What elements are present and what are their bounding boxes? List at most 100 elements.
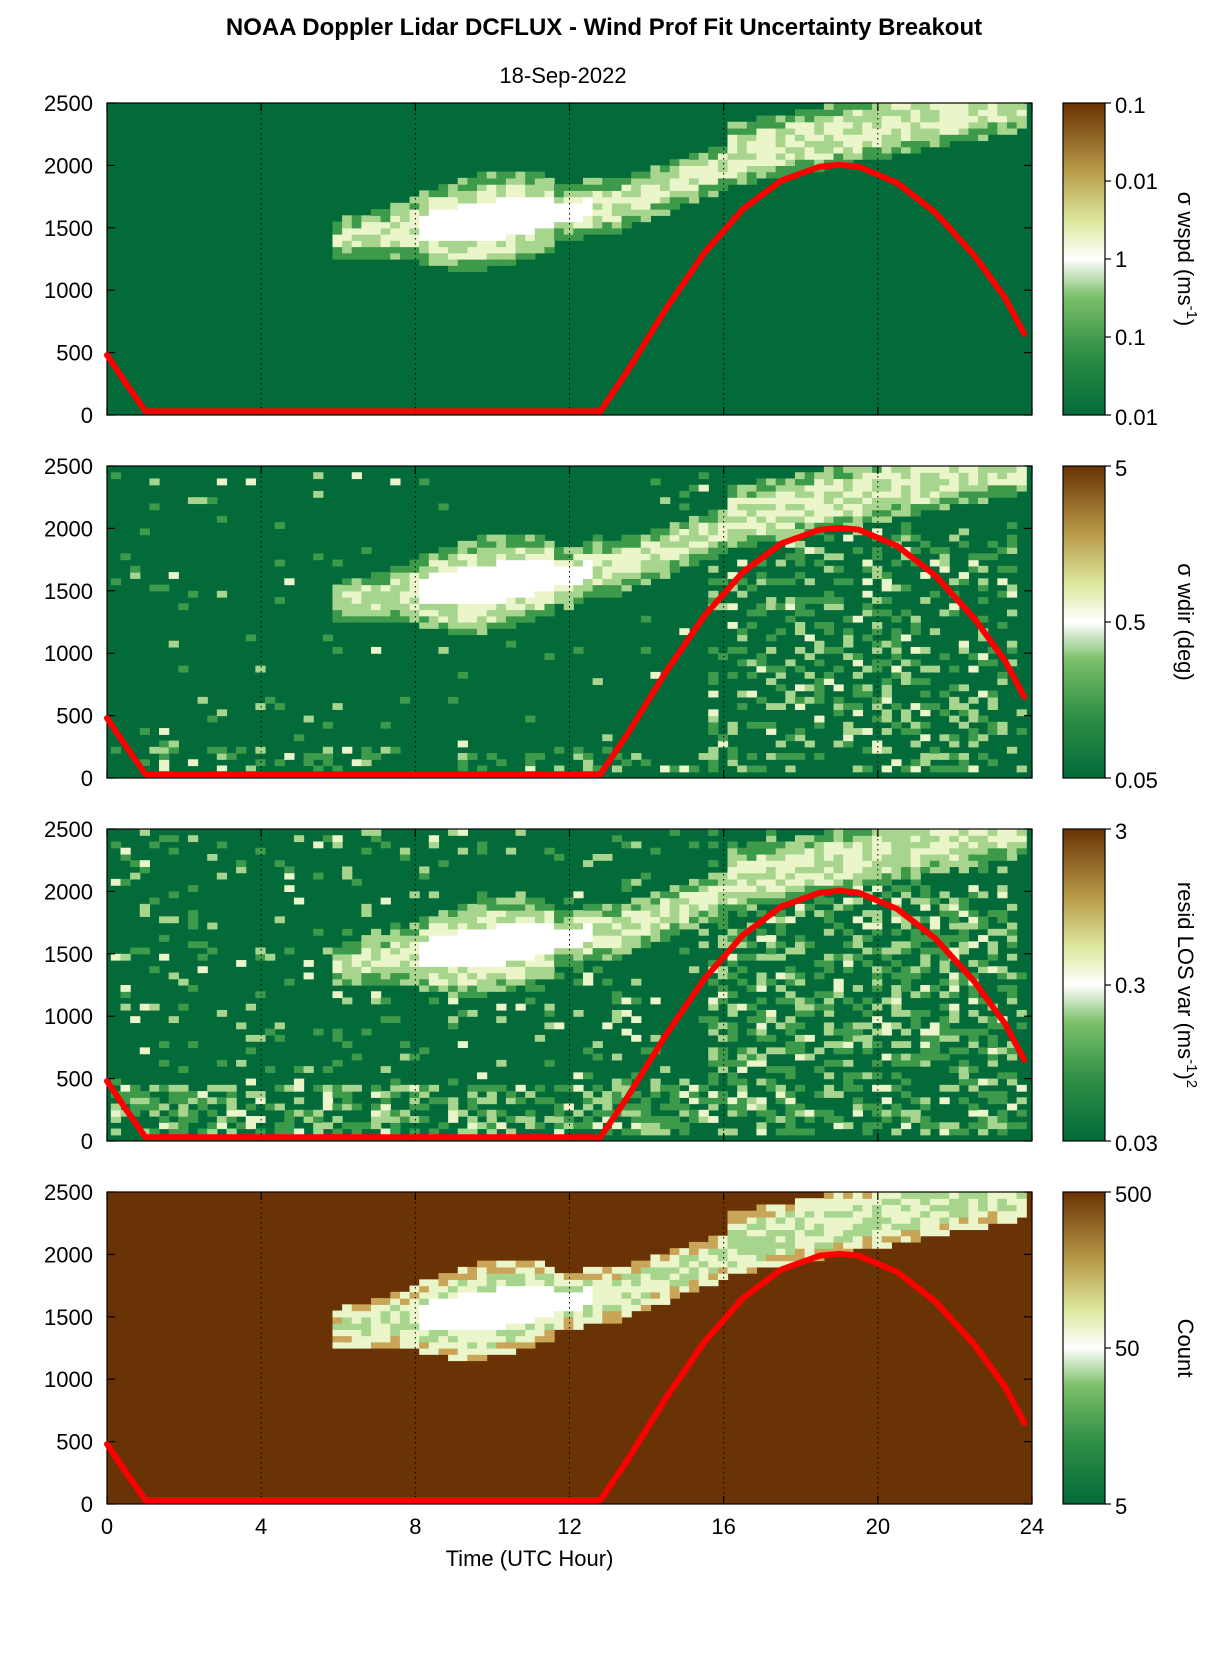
heatmap-cell bbox=[496, 234, 507, 241]
heatmap-cell bbox=[467, 1310, 478, 1318]
heatmap-cell bbox=[110, 878, 122, 886]
heatmap-cell bbox=[775, 866, 786, 874]
heatmap-cell bbox=[650, 1298, 661, 1305]
heatmap-cell bbox=[332, 1329, 343, 1337]
heatmap-cell bbox=[978, 1109, 989, 1117]
heatmap-cell bbox=[428, 584, 440, 592]
heatmap-cell bbox=[621, 202, 632, 210]
heatmap-cell bbox=[852, 1034, 864, 1042]
heatmap-cell bbox=[968, 565, 979, 573]
heatmap-cell bbox=[168, 972, 179, 980]
heatmap-cell bbox=[419, 1316, 430, 1324]
heatmap-cell bbox=[660, 1279, 671, 1287]
heatmap-cell bbox=[958, 866, 970, 874]
heatmap-cell bbox=[187, 590, 199, 598]
heatmap-cell bbox=[409, 891, 420, 899]
heatmap-cell bbox=[477, 190, 488, 198]
heatmap-cell bbox=[168, 1091, 179, 1098]
heatmap-cell bbox=[843, 866, 854, 874]
heatmap-cell bbox=[939, 1192, 950, 1199]
heatmap-cell bbox=[602, 1298, 613, 1305]
heatmap-cell bbox=[737, 891, 748, 899]
heatmap-cell bbox=[486, 1329, 497, 1337]
colorbar-label: Count bbox=[1173, 1319, 1198, 1378]
heatmap-cell bbox=[515, 1341, 526, 1349]
heatmap-cell bbox=[110, 841, 122, 849]
heatmap-cell bbox=[833, 991, 844, 999]
heatmap-cell bbox=[467, 1009, 478, 1017]
heatmap-cell bbox=[872, 1072, 883, 1080]
heatmap-cell bbox=[978, 966, 989, 974]
heatmap-cell bbox=[727, 484, 738, 492]
heatmap-cell bbox=[409, 1053, 420, 1061]
heatmap-cell bbox=[1006, 584, 1018, 592]
heatmap-cell bbox=[775, 671, 786, 679]
heatmap-cell bbox=[621, 1279, 632, 1287]
heatmap-cell bbox=[978, 1078, 989, 1086]
heatmap-cell bbox=[139, 1047, 150, 1055]
heatmap-cell bbox=[785, 1241, 796, 1249]
heatmap-cell bbox=[775, 860, 786, 868]
heatmap-cell bbox=[785, 997, 796, 1005]
heatmap-cell bbox=[313, 1128, 324, 1136]
heatmap-cell bbox=[650, 209, 661, 216]
heatmap-cell bbox=[814, 753, 825, 760]
heatmap-cell bbox=[332, 703, 343, 710]
heatmap-cell bbox=[621, 572, 632, 579]
heatmap-cell bbox=[775, 1229, 786, 1237]
heatmap-cell bbox=[573, 953, 584, 961]
heatmap-cell bbox=[814, 115, 825, 123]
heatmap-cell bbox=[968, 121, 979, 129]
heatmap-cell bbox=[274, 559, 285, 567]
heatmap-cell bbox=[833, 684, 844, 692]
heatmap-cell bbox=[708, 547, 719, 554]
heatmap-cell bbox=[505, 597, 517, 604]
heatmap-cell bbox=[862, 853, 873, 861]
heatmap-cell bbox=[708, 841, 719, 849]
heatmap-cell bbox=[900, 466, 912, 473]
heatmap-cell bbox=[332, 966, 343, 974]
heatmap-cell bbox=[592, 928, 603, 936]
heatmap-cell bbox=[775, 159, 786, 166]
heatmap-cell bbox=[515, 910, 526, 917]
heatmap-cell bbox=[881, 709, 892, 717]
heatmap-cell bbox=[660, 1066, 671, 1073]
heatmap-cell bbox=[756, 522, 767, 529]
heatmap-cell bbox=[505, 1128, 517, 1136]
heatmap-cell bbox=[920, 1097, 931, 1105]
heatmap-cell bbox=[968, 1009, 979, 1017]
heatmap-cell bbox=[380, 1016, 391, 1024]
heatmap-cell bbox=[650, 184, 661, 191]
heatmap-cell bbox=[717, 997, 729, 1005]
heatmap-cell bbox=[794, 509, 806, 517]
heatmap-cell bbox=[708, 190, 719, 198]
heatmap-cell bbox=[785, 615, 796, 623]
heatmap-cell bbox=[900, 1210, 912, 1218]
heatmap-cell bbox=[852, 1084, 864, 1092]
heatmap-cell bbox=[486, 1122, 497, 1130]
heatmap-cell bbox=[592, 578, 603, 586]
heatmap-cell bbox=[823, 841, 835, 849]
heatmap-cell bbox=[582, 1316, 594, 1324]
heatmap-cell bbox=[477, 565, 488, 573]
heatmap-cell bbox=[631, 910, 642, 917]
heatmap-cell bbox=[371, 1084, 382, 1092]
heatmap-cell bbox=[737, 1248, 748, 1255]
heatmap-cell bbox=[515, 1273, 526, 1280]
heatmap-cell bbox=[611, 215, 623, 223]
heatmap-cell bbox=[486, 240, 497, 248]
figure-subtitle: 18-Sep-2022 bbox=[499, 63, 626, 88]
heatmap-cell bbox=[997, 910, 1008, 917]
heatmap-cell bbox=[872, 872, 883, 880]
heatmap-cell bbox=[371, 246, 382, 254]
heatmap-cell bbox=[419, 947, 430, 955]
heatmap-cell bbox=[563, 565, 574, 573]
heatmap-cell bbox=[881, 640, 892, 648]
heatmap-cell bbox=[168, 1016, 179, 1024]
heatmap-cell bbox=[534, 534, 546, 542]
heatmap-cell bbox=[746, 622, 758, 629]
heatmap-cell bbox=[775, 1097, 786, 1105]
heatmap-cell bbox=[737, 159, 748, 166]
heatmap-cell bbox=[457, 1348, 468, 1355]
heatmap-cell bbox=[669, 540, 680, 548]
